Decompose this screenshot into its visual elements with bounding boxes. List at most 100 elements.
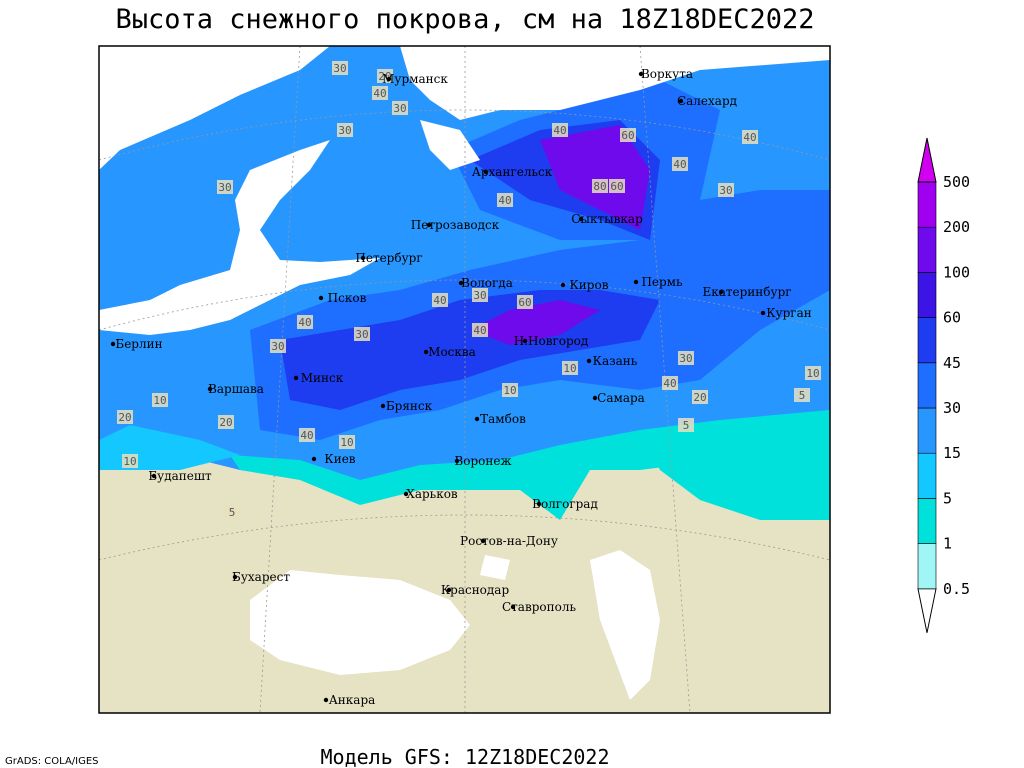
contour-label-box	[432, 293, 448, 307]
contour-label: 10	[806, 367, 819, 380]
contour-label: 30	[338, 124, 351, 137]
city-dot	[536, 501, 542, 507]
contour-label-box	[354, 327, 370, 341]
city-dot	[633, 279, 639, 285]
contour-label: 60	[518, 296, 531, 309]
contour-label: 40	[663, 377, 676, 390]
contour-label: 20	[118, 411, 131, 424]
colorbar-bin	[917, 543, 937, 590]
colorbar-bin	[917, 362, 937, 409]
city-dot	[386, 76, 392, 82]
contour-label-box	[218, 415, 234, 429]
contour-label-box	[552, 123, 568, 137]
city-label: Вологда	[461, 276, 513, 290]
city-dot	[483, 169, 489, 175]
city-dot	[718, 289, 724, 295]
city-dot	[293, 375, 299, 381]
city-label: Ростов-на-Дону	[460, 534, 558, 548]
contour-label-box	[562, 361, 578, 375]
contour-label: 30	[393, 102, 406, 115]
contour-label: 20	[219, 416, 232, 429]
contour-label-box	[592, 179, 608, 193]
contour-label-box	[805, 366, 821, 380]
city-label: Минск	[301, 371, 344, 385]
model-caption: Модель GFS: 12Z18DEC2022	[321, 745, 610, 768]
contour-label: 30	[271, 340, 284, 353]
contour-label-box	[372, 86, 388, 100]
city-dot	[474, 416, 480, 422]
city-label: Мурманск	[382, 72, 448, 86]
contour-label: 80	[593, 180, 606, 193]
colorbar-label: 500	[943, 173, 970, 191]
contour-label-box	[217, 180, 233, 194]
city-dot	[151, 473, 157, 479]
contour-label: 40	[298, 316, 311, 329]
city-label: Тамбов	[480, 412, 526, 426]
city-dot	[578, 216, 584, 222]
colorbar-label: 45	[943, 354, 961, 372]
contour-label: 5	[683, 419, 690, 432]
city-label: Архангельск	[472, 165, 553, 179]
city-dot	[232, 574, 238, 580]
city-dot	[678, 98, 684, 104]
contour-label: 40	[673, 158, 686, 171]
contour-label: 30	[679, 352, 692, 365]
city-dot	[110, 341, 116, 347]
contour-label: 40	[373, 87, 386, 100]
contour-label-box	[270, 339, 286, 353]
city-label: Казань	[593, 354, 638, 368]
contour-label: 40	[743, 131, 756, 144]
city-dot	[458, 280, 464, 286]
city-label: Пермь	[641, 275, 683, 289]
title: Высота снежного покрова, см на 18Z18DEC2…	[116, 4, 815, 35]
colorbar-label: 100	[943, 263, 970, 281]
city-dot	[403, 491, 409, 497]
contour-label-box	[224, 505, 240, 519]
contour-label-box	[297, 315, 313, 329]
city-dot	[454, 458, 460, 464]
contour-label-box	[392, 101, 408, 115]
contour-label: 30	[473, 289, 486, 302]
city-dot	[510, 604, 516, 610]
city-label: Харьков	[406, 487, 458, 501]
city-label: Варшава	[208, 382, 264, 396]
contour-label: 10	[503, 384, 516, 397]
city-label: Петрозаводск	[411, 218, 500, 232]
contour-label: 30	[719, 184, 732, 197]
colorbar-low	[917, 588, 937, 633]
city-dot	[380, 403, 386, 409]
colorbar-label: 60	[943, 309, 961, 327]
city-dot	[207, 386, 213, 392]
contour-label-box	[678, 418, 694, 432]
contour-label-box	[152, 393, 168, 407]
city-dot	[480, 538, 486, 544]
contour-label: 10	[153, 394, 166, 407]
contour-label: 10	[563, 362, 576, 375]
colorbar-label: 0.5	[943, 580, 970, 598]
city-dot	[323, 697, 329, 703]
colorbar-high	[917, 137, 937, 183]
contour-label: 40	[433, 294, 446, 307]
colorbar-bin	[917, 452, 937, 499]
contour-label-box	[692, 390, 708, 404]
contour-label: 40	[300, 429, 313, 442]
contour-label-box	[672, 157, 688, 171]
contour-label-box	[117, 410, 133, 424]
contour-label-box	[794, 388, 810, 402]
contour-label-box	[337, 123, 353, 137]
colorbar-label: 15	[943, 444, 961, 462]
city-dot	[311, 456, 317, 462]
contour-label: 30	[333, 62, 346, 75]
city-label: Петербург	[355, 251, 422, 265]
contour-label-box	[472, 323, 488, 337]
colorbar-bin	[917, 272, 937, 318]
colorbar-bin	[917, 407, 937, 454]
city-label: Берлин	[115, 337, 162, 351]
contour-label-box	[620, 128, 636, 142]
city-label: Будапешт	[148, 469, 212, 483]
contour-label: 60	[621, 129, 634, 142]
colorbar-label: 200	[943, 218, 970, 236]
city-label: Курган	[766, 306, 811, 320]
city-label: Воркута	[641, 67, 693, 81]
